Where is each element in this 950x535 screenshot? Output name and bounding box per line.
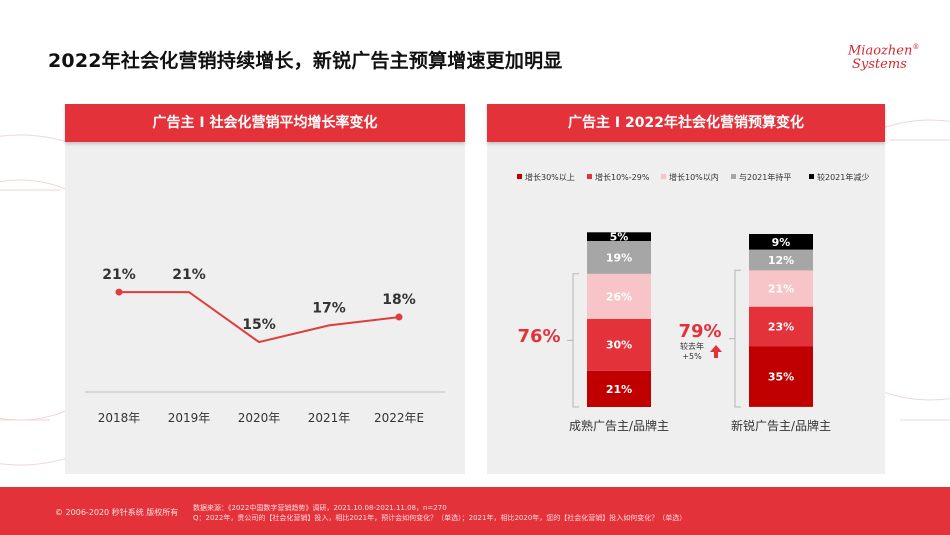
data-point-5 bbox=[395, 313, 403, 321]
bar-2-value-3: 21% bbox=[768, 283, 794, 296]
data-label-4: 17% bbox=[312, 300, 346, 316]
growth-rate-series-line bbox=[119, 291, 400, 344]
footer-copyright: © 2006-2020 秒针系统 版权所有 bbox=[55, 508, 179, 517]
miaozhen-logo: Miaozhen® Systems bbox=[848, 40, 920, 73]
bar-2-segment-4 bbox=[749, 249, 813, 271]
bar-2-segment-2 bbox=[749, 306, 813, 347]
legend-swatch-1 bbox=[517, 174, 522, 179]
data-label-2: 21% bbox=[172, 267, 206, 283]
bar-2-segment-3 bbox=[749, 270, 813, 307]
x-tick-label-2: 2019年 bbox=[168, 411, 211, 425]
bar-2-value-5: 9% bbox=[772, 236, 791, 249]
bar-2-value-4: 12% bbox=[768, 254, 794, 267]
x-tick-label-1: 成熟广告主/品牌主 bbox=[569, 418, 669, 433]
logo-line-1: Miaozhen® bbox=[848, 43, 920, 59]
x-tick-label-2: 新锐广告主/品牌主 bbox=[731, 418, 831, 433]
budget-change-panel-header: 广告主 I 2022年社会化营销预算变化 bbox=[487, 104, 885, 142]
bar-1-segment-3 bbox=[587, 273, 651, 319]
growth-total-label-2: 79% bbox=[678, 321, 721, 342]
x-tick-label-3: 2020年 bbox=[238, 411, 281, 425]
data-label-1: 21% bbox=[102, 267, 136, 283]
bar-1-segment-1 bbox=[587, 370, 651, 407]
growth-bracket-2 bbox=[734, 269, 741, 408]
growth-bracket-1 bbox=[572, 273, 579, 408]
footer-bar bbox=[0, 487, 950, 535]
bar-2-value-2: 23% bbox=[768, 321, 794, 334]
legend-label-4: 与2021年持平 bbox=[739, 172, 791, 182]
footer-source-line-2: Q：2022年，贵公司的【社会化营销】投入，相比2021年，预计会如何变化？（单… bbox=[193, 514, 687, 522]
growth-rate-line-chart: 21% 2018年 21% 2019年 15% 2020年 17% 2021年 18% 2022年… bbox=[85, 267, 445, 425]
footer-source: 数据来源：《2022中国数字营销趋势》调研，2021.10.08-2021.11… bbox=[193, 503, 686, 523]
x-tick-label-5: 2022年E bbox=[374, 411, 424, 425]
bar-1-segment-5 bbox=[587, 232, 651, 241]
budget-change-stacked-bar-chart: 增长30%以上 增长10%-29% 增长10%以内 与2021年持平 较2021年减少 2… bbox=[517, 172, 869, 433]
growth-rate-panel: 21% 2018年 21% 2019年 15% 2020年 17% 2021年 18% 2022年… bbox=[65, 104, 465, 474]
legend-swatch-2 bbox=[587, 174, 592, 179]
page-title: 2022年社会化营销持续增长，新锐广告主预算增速更加明显 bbox=[48, 50, 563, 72]
bar-1-value-3: 26% bbox=[606, 290, 632, 303]
legend-label-1: 增长30%以上 bbox=[525, 172, 575, 182]
legend-label-3: 增长10%以内 bbox=[669, 172, 719, 182]
data-label-5: 18% bbox=[382, 292, 416, 308]
bar-1-value-4: 19% bbox=[606, 251, 632, 264]
bar-1-value-1: 21% bbox=[606, 383, 632, 396]
data-point-1 bbox=[115, 288, 123, 296]
data-label-3: 15% bbox=[242, 317, 276, 333]
logo-line-2: Systems bbox=[852, 57, 907, 73]
bar-2-segment-1 bbox=[749, 346, 813, 407]
growth-total-label-1: 76% bbox=[517, 326, 560, 347]
legend-label-5: 较2021年减少 bbox=[817, 172, 869, 182]
legend-swatch-4 bbox=[731, 174, 736, 179]
bar-1-value-2: 30% bbox=[606, 339, 632, 352]
bar-2-segment-5 bbox=[749, 234, 813, 250]
x-tick-label-1: 2018年 bbox=[98, 411, 141, 425]
bar-2-value-1: 35% bbox=[768, 371, 794, 384]
bar-1-segment-4 bbox=[587, 240, 651, 274]
increase-arrow-icon bbox=[710, 345, 722, 358]
yoy-annotation-line-1: 较去年 bbox=[680, 341, 704, 351]
footer-source-line-1: 数据来源：《2022中国数字营销趋势》调研，2021.10.08-2021.11… bbox=[193, 504, 447, 512]
yoy-annotation-line-2: +5% bbox=[682, 352, 702, 361]
growth-rate-panel-header: 广告主 I 社会化营销平均增长率变化 bbox=[65, 104, 465, 142]
legend-swatch-5 bbox=[809, 174, 814, 179]
legend-label-2: 增长10%-29% bbox=[595, 172, 650, 182]
x-tick-label-4: 2021年 bbox=[308, 411, 351, 425]
legend-swatch-3 bbox=[661, 174, 666, 179]
bar-1-segment-2 bbox=[587, 318, 651, 371]
bar-1-value-5: 5% bbox=[610, 231, 629, 244]
budget-change-panel: 增长30%以上 增长10%-29% 增长10%以内 与2021年持平 较2021年减少 2… bbox=[487, 104, 885, 474]
